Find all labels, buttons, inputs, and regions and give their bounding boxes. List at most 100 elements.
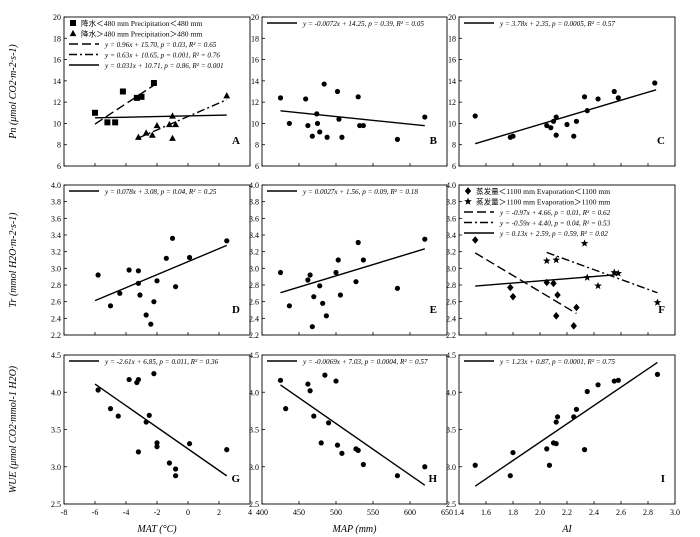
point-c-0-9 — [571, 133, 577, 139]
xtick-label-i-8: 3.0 — [670, 508, 680, 517]
point-e-0-8 — [323, 313, 329, 319]
point-i-0-7 — [553, 419, 559, 425]
ytick-label-e-7: 3.6 — [249, 214, 259, 223]
point-b-0-14 — [357, 122, 363, 129]
xlabel-h: MAP (mm) — [332, 524, 378, 535]
point-f-1-6 — [614, 269, 623, 277]
panel-frame-d — [63, 184, 251, 336]
xtick-label-h-4: 600 — [404, 508, 416, 517]
point-g-0-2 — [115, 413, 121, 419]
point-c-0-13 — [595, 96, 601, 102]
point-e-0-1 — [286, 303, 292, 309]
point-b-0-2 — [303, 96, 309, 102]
point-i-0-3 — [544, 446, 550, 452]
ytick-label-i-3: 4.0 — [446, 388, 456, 397]
point-b-0-6 — [314, 120, 321, 127]
ytick-label-b-6: 18 — [251, 34, 259, 43]
point-e-0-6 — [317, 283, 323, 289]
legend-marker-f-0 — [464, 187, 472, 195]
fit-line-c-0 — [475, 89, 657, 145]
panel-label-e: E — [430, 304, 437, 316]
ytick-label-f-2: 2.6 — [446, 298, 456, 307]
point-d-0-7 — [143, 312, 149, 318]
point-f-0-3 — [543, 278, 550, 287]
point-f-1-1 — [552, 256, 560, 264]
point-e-0-4 — [309, 324, 315, 330]
point-h-0-3 — [307, 388, 313, 394]
legend-text-f-0: 蒸发量＜1100 mm Evaporation＜1100 mm — [476, 186, 610, 196]
panel-label-f: F — [658, 304, 665, 316]
point-e-0-9 — [333, 269, 339, 276]
point-i-0-0 — [472, 462, 478, 468]
ytick-label-c-6: 18 — [448, 34, 456, 43]
point-b-0-12 — [339, 134, 345, 140]
legend-text-f-1: 蒸发量＞1100 mm Evaporation＞1100 mm — [476, 197, 610, 207]
panel-label-c: C — [657, 135, 665, 147]
point-h-0-2 — [305, 381, 311, 387]
legend-text-a-2: y = 0.96x + 15.70, p = 0.03, R² = 0.65 — [104, 41, 217, 49]
point-a-1-2 — [148, 131, 156, 138]
point-g-0-8 — [146, 412, 152, 418]
point-a-1-3 — [153, 121, 161, 129]
point-d-0-2 — [117, 290, 123, 296]
point-d-0-6 — [137, 292, 143, 298]
point-e-0-13 — [355, 239, 361, 246]
ytick-label-f-1: 2.4 — [446, 314, 456, 323]
point-b-0-5 — [314, 111, 320, 117]
point-e-0-11 — [337, 292, 344, 298]
point-i-0-6 — [553, 441, 559, 447]
xtick-label-g-2: -4 — [123, 508, 130, 517]
point-g-0-9 — [151, 371, 157, 377]
ytick-label-e-3: 2.8 — [249, 281, 259, 290]
point-a-0-4 — [133, 94, 140, 101]
ytick-label-a-1: 8 — [57, 141, 61, 150]
xtick-label-g-5: 2 — [217, 508, 221, 517]
ytick-label-e-0: 2.2 — [249, 331, 259, 340]
point-c-0-14 — [611, 88, 617, 95]
point-c-0-7 — [553, 132, 559, 138]
panel-label-b: B — [430, 135, 438, 147]
point-i-0-16 — [654, 371, 661, 377]
xtick-label-g-4: 0 — [186, 508, 190, 517]
xtick-label-h-5: 650 — [441, 508, 453, 517]
point-e-0-14 — [360, 257, 366, 263]
ytick-label-b-1: 8 — [255, 141, 259, 150]
panel-frame-i — [458, 354, 676, 505]
ytick-label-c-1: 8 — [452, 141, 456, 150]
point-i-0-9 — [571, 414, 577, 420]
legend-marker-f-1 — [464, 197, 472, 205]
point-g-0-1 — [107, 406, 114, 412]
point-c-0-2 — [510, 133, 516, 139]
point-f-0-5 — [553, 312, 560, 320]
ytick-label-f-0: 2.2 — [446, 331, 456, 340]
ylabel-d: Tr (mmol H2O·m-2·s-1) — [8, 212, 19, 308]
panel-label-g: G — [231, 473, 240, 485]
point-c-0-15 — [615, 95, 621, 101]
panel-label-i: I — [661, 473, 665, 485]
point-e-0-12 — [353, 279, 359, 285]
legend-text-a-4: y = 0.031x + 10.71, p = 0.86, R² = 0.001 — [104, 62, 224, 70]
ytick-label-b-3: 12 — [251, 98, 259, 107]
point-d-0-10 — [154, 278, 160, 284]
ytick-label-f-9: 4.0 — [446, 181, 456, 190]
point-f-1-7 — [653, 298, 662, 306]
point-f-0-8 — [573, 303, 580, 312]
ytick-label-e-5: 3.2 — [249, 248, 259, 257]
legend-marker-a-0 — [70, 20, 76, 26]
panel-frame-e — [261, 184, 448, 336]
point-a-1-7 — [172, 120, 179, 128]
legend-marker-a-1 — [69, 29, 77, 37]
ytick-label-i-2: 3.5 — [446, 426, 456, 435]
point-d-0-8 — [148, 321, 154, 327]
ytick-label-i-0: 2.5 — [446, 500, 456, 509]
point-b-0-10 — [334, 88, 341, 95]
point-d-0-1 — [107, 303, 114, 309]
point-c-0-4 — [548, 125, 554, 131]
ytick-label-i-1: 3.0 — [446, 463, 456, 472]
point-e-0-10 — [335, 257, 341, 263]
xtick-label-h-2: 500 — [330, 508, 342, 517]
ytick-label-e-8: 3.8 — [249, 198, 259, 207]
fit-line-b-0 — [280, 110, 425, 127]
point-h-0-1 — [283, 406, 289, 412]
point-g-0-14 — [173, 473, 179, 479]
